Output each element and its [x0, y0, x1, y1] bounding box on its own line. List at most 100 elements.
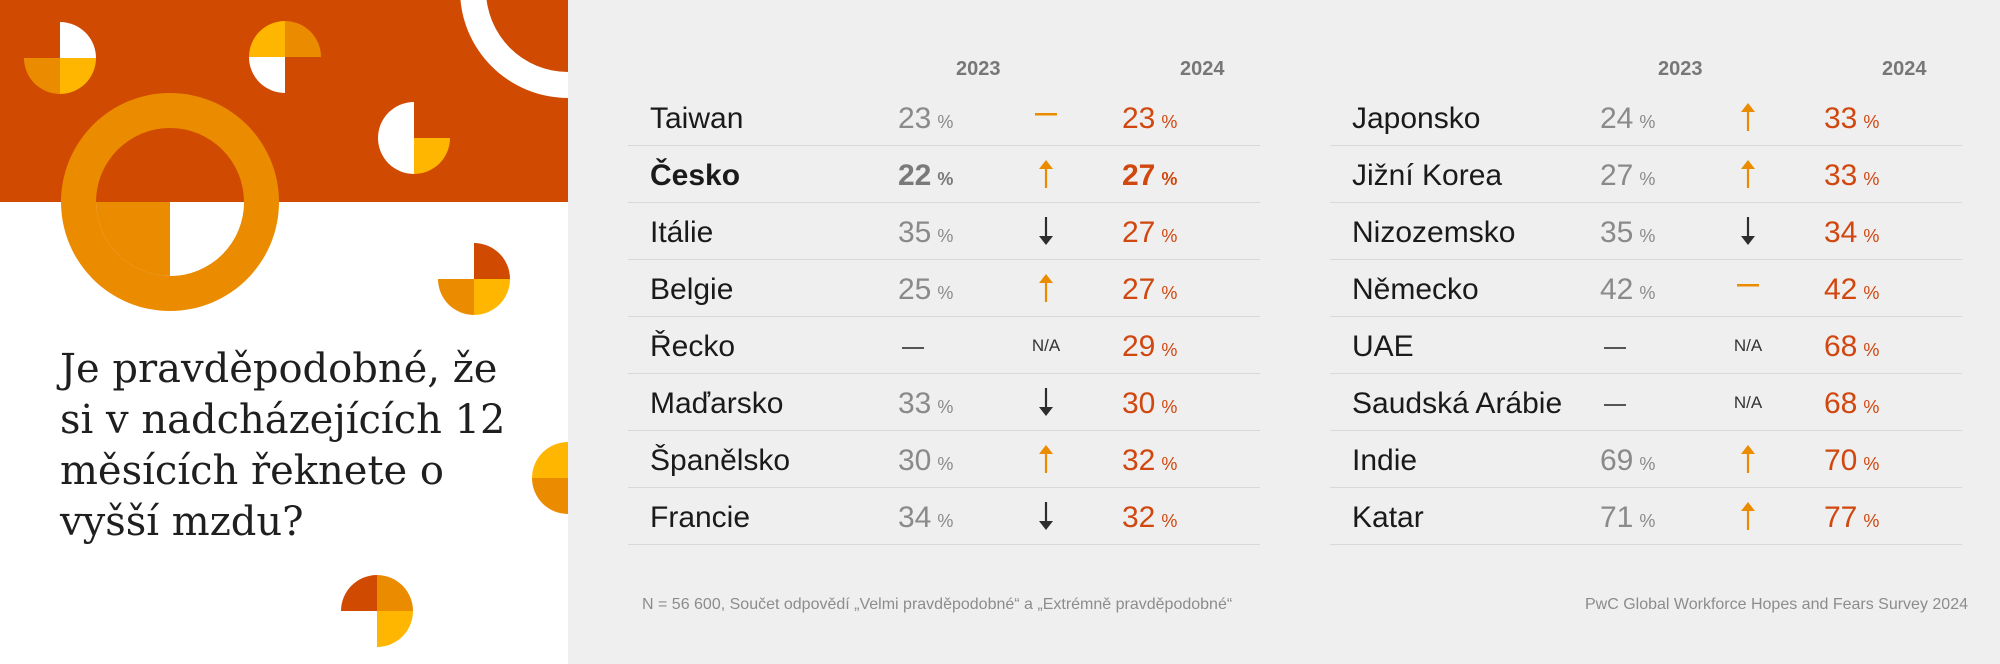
- value-number: 24: [1600, 102, 1634, 135]
- percent-unit: %: [1863, 454, 1880, 474]
- na-label: N/A: [1728, 385, 1768, 421]
- percent-unit: %: [1161, 454, 1178, 474]
- value-number: 27: [1122, 159, 1156, 192]
- value-2023-missing: [898, 330, 924, 364]
- value-2024: 33%: [1824, 102, 1879, 136]
- dash-icon: [1604, 404, 1626, 407]
- arrow-up-icon: [1728, 442, 1768, 478]
- table-row: Nizozemsko 35% 34%: [1330, 202, 1962, 260]
- value-number: 42: [1600, 273, 1634, 306]
- na-label: N/A: [1026, 328, 1066, 364]
- value-number: 25: [898, 273, 932, 306]
- decorative-shapes: [0, 0, 568, 647]
- value-number: 68: [1824, 387, 1858, 420]
- percent-unit: %: [937, 112, 954, 132]
- percent-unit: %: [937, 511, 954, 531]
- big-orange-ring: [61, 93, 279, 311]
- value-2024: 68%: [1824, 387, 1879, 421]
- value-number: 35: [1600, 216, 1634, 249]
- table-row: Jižní Korea 27% 33%: [1330, 145, 1962, 203]
- value-2023: 25%: [898, 273, 953, 307]
- percent-unit: %: [1161, 340, 1178, 360]
- country-name: Španělsko: [650, 444, 791, 477]
- value-number: 34: [1824, 216, 1858, 249]
- value-2023: 35%: [1600, 216, 1655, 250]
- table-row: Německo 42% 42%: [1330, 259, 1962, 317]
- value-2024: 42%: [1824, 273, 1879, 307]
- na-text: N/A: [1733, 336, 1763, 355]
- arrow-up-icon: [1728, 157, 1768, 193]
- percent-unit: %: [1161, 397, 1178, 417]
- value-2024: 77%: [1824, 501, 1879, 535]
- value-number: 70: [1824, 444, 1858, 477]
- percent-unit: %: [1863, 169, 1880, 189]
- percent-unit: %: [1161, 169, 1178, 189]
- value-2024: 32%: [1122, 501, 1177, 535]
- value-number: 69: [1600, 444, 1634, 477]
- value-2023: 30%: [898, 444, 953, 478]
- country-name: Indie: [1352, 444, 1418, 477]
- country-name: Nizozemsko: [1352, 216, 1516, 249]
- value-number: 35: [898, 216, 932, 249]
- table-row: Belgie 25% 27%: [628, 259, 1260, 317]
- value-2024: 30%: [1122, 387, 1177, 421]
- country-name: Řecko: [650, 330, 736, 363]
- column-header-2024: 2024: [1180, 58, 1225, 80]
- value-number: 68: [1824, 330, 1858, 363]
- table-row: Japonsko 24% 33%: [1330, 88, 1962, 146]
- country-name: Taiwan: [650, 102, 744, 135]
- column-header-2023: 2023: [1658, 58, 1703, 80]
- table-row: UAE N/A 68%: [1330, 316, 1962, 374]
- quad-circle-3: [378, 102, 450, 174]
- na-text: N/A: [1733, 393, 1763, 412]
- arrow-down-icon: [1026, 385, 1066, 421]
- quad-circle-5: [532, 442, 568, 514]
- value-number: 32: [1122, 444, 1156, 477]
- value-2024: 33%: [1824, 159, 1879, 193]
- percent-unit: %: [1863, 397, 1880, 417]
- value-number: 29: [1122, 330, 1156, 363]
- value-2023: 27%: [1600, 159, 1655, 193]
- value-2024: 23%: [1122, 102, 1177, 136]
- table-row: Česko 22% 27%: [628, 145, 1260, 203]
- country-name: Jižní Korea: [1352, 159, 1503, 192]
- value-2024: 34%: [1824, 216, 1879, 250]
- na-text: N/A: [1031, 336, 1061, 355]
- value-2023: 71%: [1600, 501, 1655, 535]
- value-number: 42: [1824, 273, 1858, 306]
- value-number: 22: [898, 159, 932, 192]
- value-number: 23: [1122, 102, 1156, 135]
- percent-unit: %: [1639, 169, 1656, 189]
- percent-unit: %: [1863, 112, 1880, 132]
- data-panel: 2023 2024 Taiwan 23% 23% Česko 22% 27% Itálie 3…: [568, 0, 2000, 664]
- value-number: 33: [1824, 102, 1858, 135]
- arrow-up-icon: [1728, 499, 1768, 535]
- table-left: 2023 2024 Taiwan 23% 23% Česko 22% 27% Itálie 3…: [628, 0, 1260, 560]
- table-row: Maďarsko 33% 30%: [628, 373, 1260, 431]
- value-number: 33: [1824, 159, 1858, 192]
- value-2024: 68%: [1824, 330, 1879, 364]
- percent-unit: %: [1161, 226, 1178, 246]
- quad-circle-6: [341, 575, 413, 647]
- percent-unit: %: [1161, 511, 1178, 531]
- arrow-up-icon: [1026, 271, 1066, 307]
- quad-circle-4: [438, 243, 510, 315]
- country-name: Katar: [1352, 501, 1424, 534]
- country-name: UAE: [1352, 330, 1414, 363]
- value-2023: 23%: [898, 102, 953, 136]
- value-2024: 27%: [1122, 216, 1177, 250]
- percent-unit: %: [1639, 226, 1656, 246]
- arrow-down-icon: [1026, 499, 1066, 535]
- value-number: 30: [898, 444, 932, 477]
- country-name: Saudská Arábie: [1352, 387, 1563, 420]
- value-2024: 70%: [1824, 444, 1879, 478]
- country-name: Česko: [650, 159, 741, 192]
- value-2023-missing: [1600, 387, 1626, 421]
- no-change-icon: [1728, 271, 1768, 307]
- arrow-up-icon: [1728, 100, 1768, 136]
- footnote: N = 56 600, Součet odpovědí „Velmi pravd…: [642, 596, 1233, 613]
- dash-icon: [1604, 347, 1626, 350]
- no-change-icon: [1026, 100, 1066, 136]
- decorative-panel: Je pravděpodobné, že si v nadcházejících…: [0, 0, 568, 664]
- value-number: 27: [1600, 159, 1634, 192]
